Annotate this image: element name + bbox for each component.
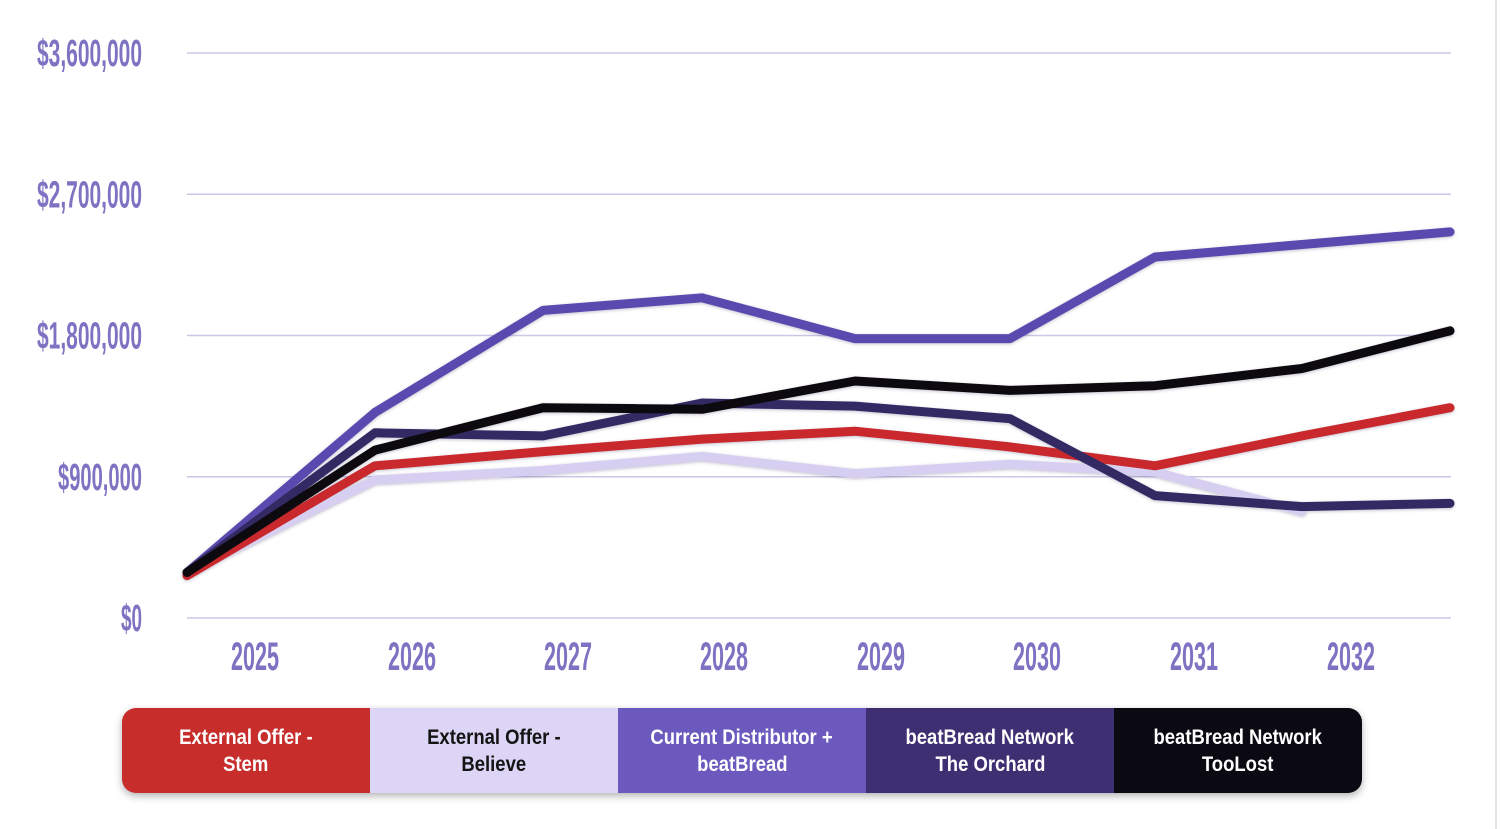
svg-text:2026: 2026 <box>388 635 436 679</box>
legend-label: Stem <box>223 752 269 776</box>
legend-label: beatBread <box>696 752 788 776</box>
gridlines <box>187 52 1451 619</box>
legend-item-external-offer-stem[interactable]: External Offer - Stem <box>122 708 370 793</box>
svg-text:$900,000: $900,000 <box>58 457 142 499</box>
svg-text:$2,700,000: $2,700,000 <box>37 174 142 216</box>
svg-text:2028: 2028 <box>700 635 748 679</box>
svg-text:2027: 2027 <box>544 635 592 679</box>
chart-legend: External Offer - Stem External Offer - B… <box>122 708 1362 793</box>
legend-label: The Orchard <box>935 752 1045 776</box>
svg-text:2030: 2030 <box>1013 635 1061 679</box>
legend-item-beatbread-network-toolost[interactable]: beatBread Network TooLost <box>1114 708 1362 793</box>
legend-label: beatBread Network <box>1153 725 1323 749</box>
svg-text:2032: 2032 <box>1327 635 1375 679</box>
series-lines <box>182 227 1455 581</box>
legend-label: External Offer - <box>427 725 561 749</box>
window-edge <box>1495 0 1497 829</box>
svg-text:$3,600,000: $3,600,000 <box>37 33 142 75</box>
svg-text:2025: 2025 <box>231 635 279 679</box>
legend-item-external-offer-believe[interactable]: External Offer - Believe <box>370 708 618 793</box>
legend-label: beatBread Network <box>905 725 1075 749</box>
legend-label: TooLost <box>1202 752 1274 776</box>
y-axis-labels: $3,600,000 $2,700,000 $1,800,000 $900,000 $0 <box>37 33 142 640</box>
legend-label: Current Distributor + <box>650 725 834 749</box>
svg-text:2031: 2031 <box>1170 635 1218 679</box>
legend-item-beatbread-network-the-orchard[interactable]: beatBread Network The Orchard <box>866 708 1114 793</box>
svg-text:$0: $0 <box>121 598 142 640</box>
svg-text:2029: 2029 <box>857 635 905 679</box>
legend-item-current-distributor-beatbread[interactable]: Current Distributor + beatBread <box>618 708 866 793</box>
legend-label: External Offer - <box>179 725 313 749</box>
legend-label: Believe <box>461 752 527 776</box>
x-axis-labels: 2025 2026 2027 2028 2029 2030 2031 2032 <box>231 635 1375 679</box>
svg-text:$1,800,000: $1,800,000 <box>37 316 142 358</box>
